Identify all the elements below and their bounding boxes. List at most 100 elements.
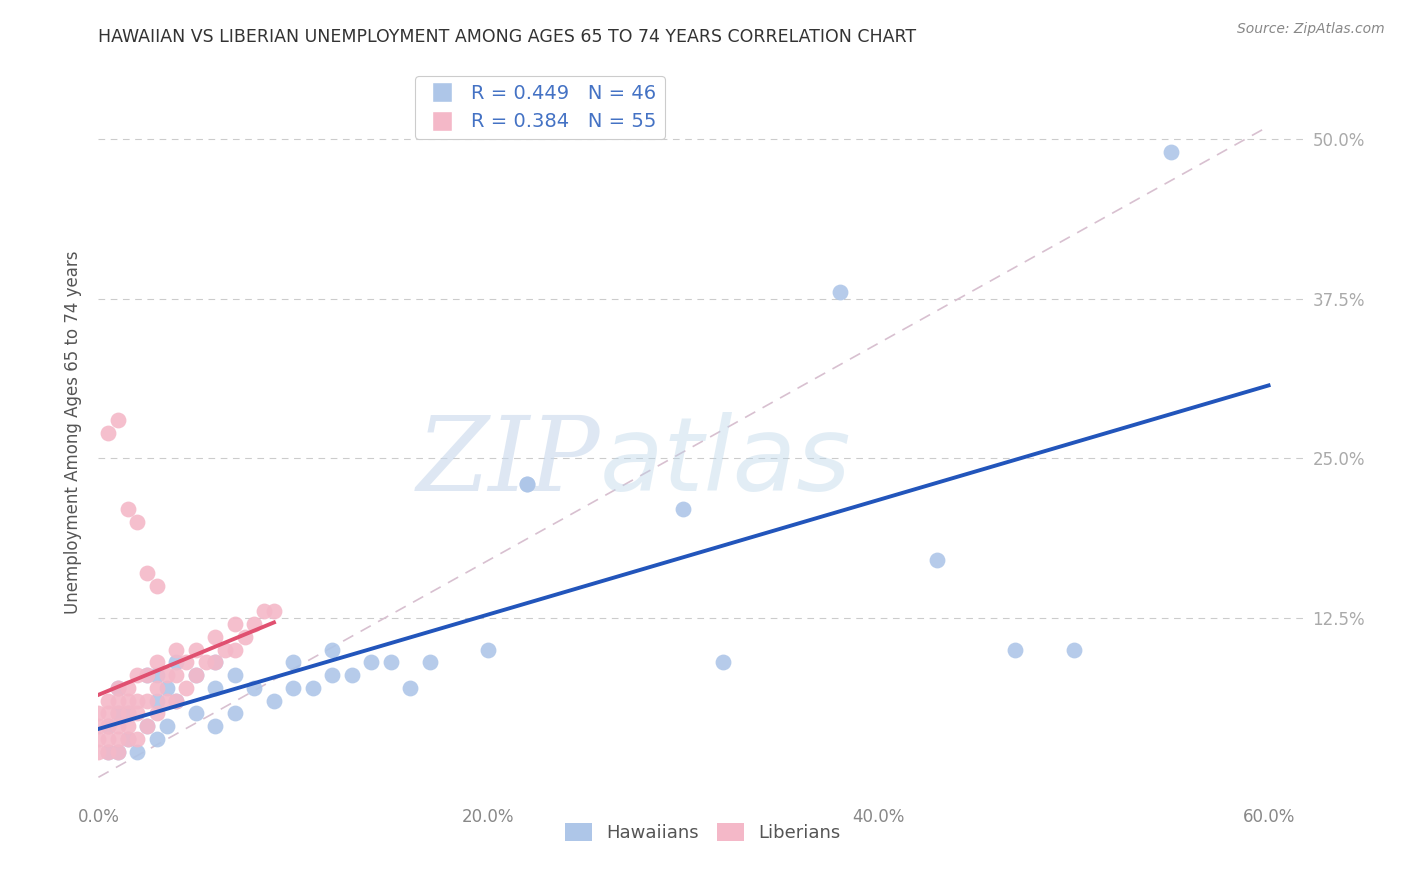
Point [224, 617, 246, 632]
Text: Source: ZipAtlas.com: Source: ZipAtlas.com [1237, 22, 1385, 37]
Point [224, 668, 246, 682]
Point [243, 617, 266, 632]
Point [117, 731, 139, 746]
Point [204, 656, 226, 670]
Point [711, 656, 734, 670]
Point [136, 566, 159, 580]
Point [127, 706, 149, 721]
Point [156, 668, 179, 682]
Point [127, 515, 149, 529]
Point [399, 681, 422, 695]
Point [136, 719, 159, 733]
Point [925, 553, 948, 567]
Point [117, 731, 139, 746]
Point [127, 745, 149, 759]
Point [233, 630, 256, 644]
Text: atlas: atlas [600, 412, 852, 512]
Point [156, 681, 179, 695]
Point [107, 694, 129, 708]
Point [253, 604, 276, 618]
Point [97, 745, 120, 759]
Point [194, 656, 217, 670]
Point [165, 668, 187, 682]
Point [107, 706, 129, 721]
Point [204, 719, 226, 733]
Point [1004, 642, 1026, 657]
Point [146, 656, 169, 670]
Point [97, 425, 120, 440]
Point [360, 656, 382, 670]
Point [204, 681, 226, 695]
Point [117, 681, 139, 695]
Point [165, 694, 187, 708]
Point [146, 668, 169, 682]
Point [263, 694, 285, 708]
Point [107, 413, 129, 427]
Point [214, 642, 236, 657]
Point [516, 476, 538, 491]
Point [184, 668, 207, 682]
Point [165, 694, 187, 708]
Point [224, 706, 246, 721]
Point [107, 745, 129, 759]
Point [204, 656, 226, 670]
Point [146, 694, 169, 708]
Point [107, 719, 129, 733]
Point [174, 656, 197, 670]
Point [165, 656, 187, 670]
Point [283, 681, 305, 695]
Point [87, 719, 110, 733]
Point [340, 668, 363, 682]
Point [136, 719, 159, 733]
Point [136, 694, 159, 708]
Y-axis label: Unemployment Among Ages 65 to 74 years: Unemployment Among Ages 65 to 74 years [63, 251, 82, 615]
Point [184, 642, 207, 657]
Point [117, 706, 139, 721]
Point [146, 579, 169, 593]
Text: HAWAIIAN VS LIBERIAN UNEMPLOYMENT AMONG AGES 65 TO 74 YEARS CORRELATION CHART: HAWAIIAN VS LIBERIAN UNEMPLOYMENT AMONG … [98, 28, 917, 45]
Point [165, 642, 187, 657]
Point [127, 668, 149, 682]
Point [97, 694, 120, 708]
Point [87, 745, 110, 759]
Point [302, 681, 325, 695]
Point [156, 719, 179, 733]
Point [97, 706, 120, 721]
Point [117, 502, 139, 516]
Point [107, 731, 129, 746]
Point [174, 681, 197, 695]
Point [97, 719, 120, 733]
Point [419, 656, 441, 670]
Point [146, 731, 169, 746]
Point [146, 706, 169, 721]
Point [204, 630, 226, 644]
Legend: Hawaiians, Liberians: Hawaiians, Liberians [558, 815, 848, 849]
Point [107, 681, 129, 695]
Point [136, 668, 159, 682]
Point [672, 502, 695, 516]
Point [380, 656, 402, 670]
Point [107, 681, 129, 695]
Point [87, 706, 110, 721]
Point [127, 731, 149, 746]
Point [87, 731, 110, 746]
Point [184, 668, 207, 682]
Point [117, 706, 139, 721]
Text: ZIP: ZIP [416, 411, 600, 513]
Point [97, 745, 120, 759]
Point [828, 285, 851, 300]
Point [184, 706, 207, 721]
Point [321, 642, 343, 657]
Point [156, 694, 179, 708]
Point [107, 745, 129, 759]
Point [97, 731, 120, 746]
Point [243, 681, 266, 695]
Point [136, 668, 159, 682]
Point [117, 694, 139, 708]
Point [321, 668, 343, 682]
Point [477, 642, 499, 657]
Point [107, 706, 129, 721]
Point [263, 604, 285, 618]
Point [97, 719, 120, 733]
Point [283, 656, 305, 670]
